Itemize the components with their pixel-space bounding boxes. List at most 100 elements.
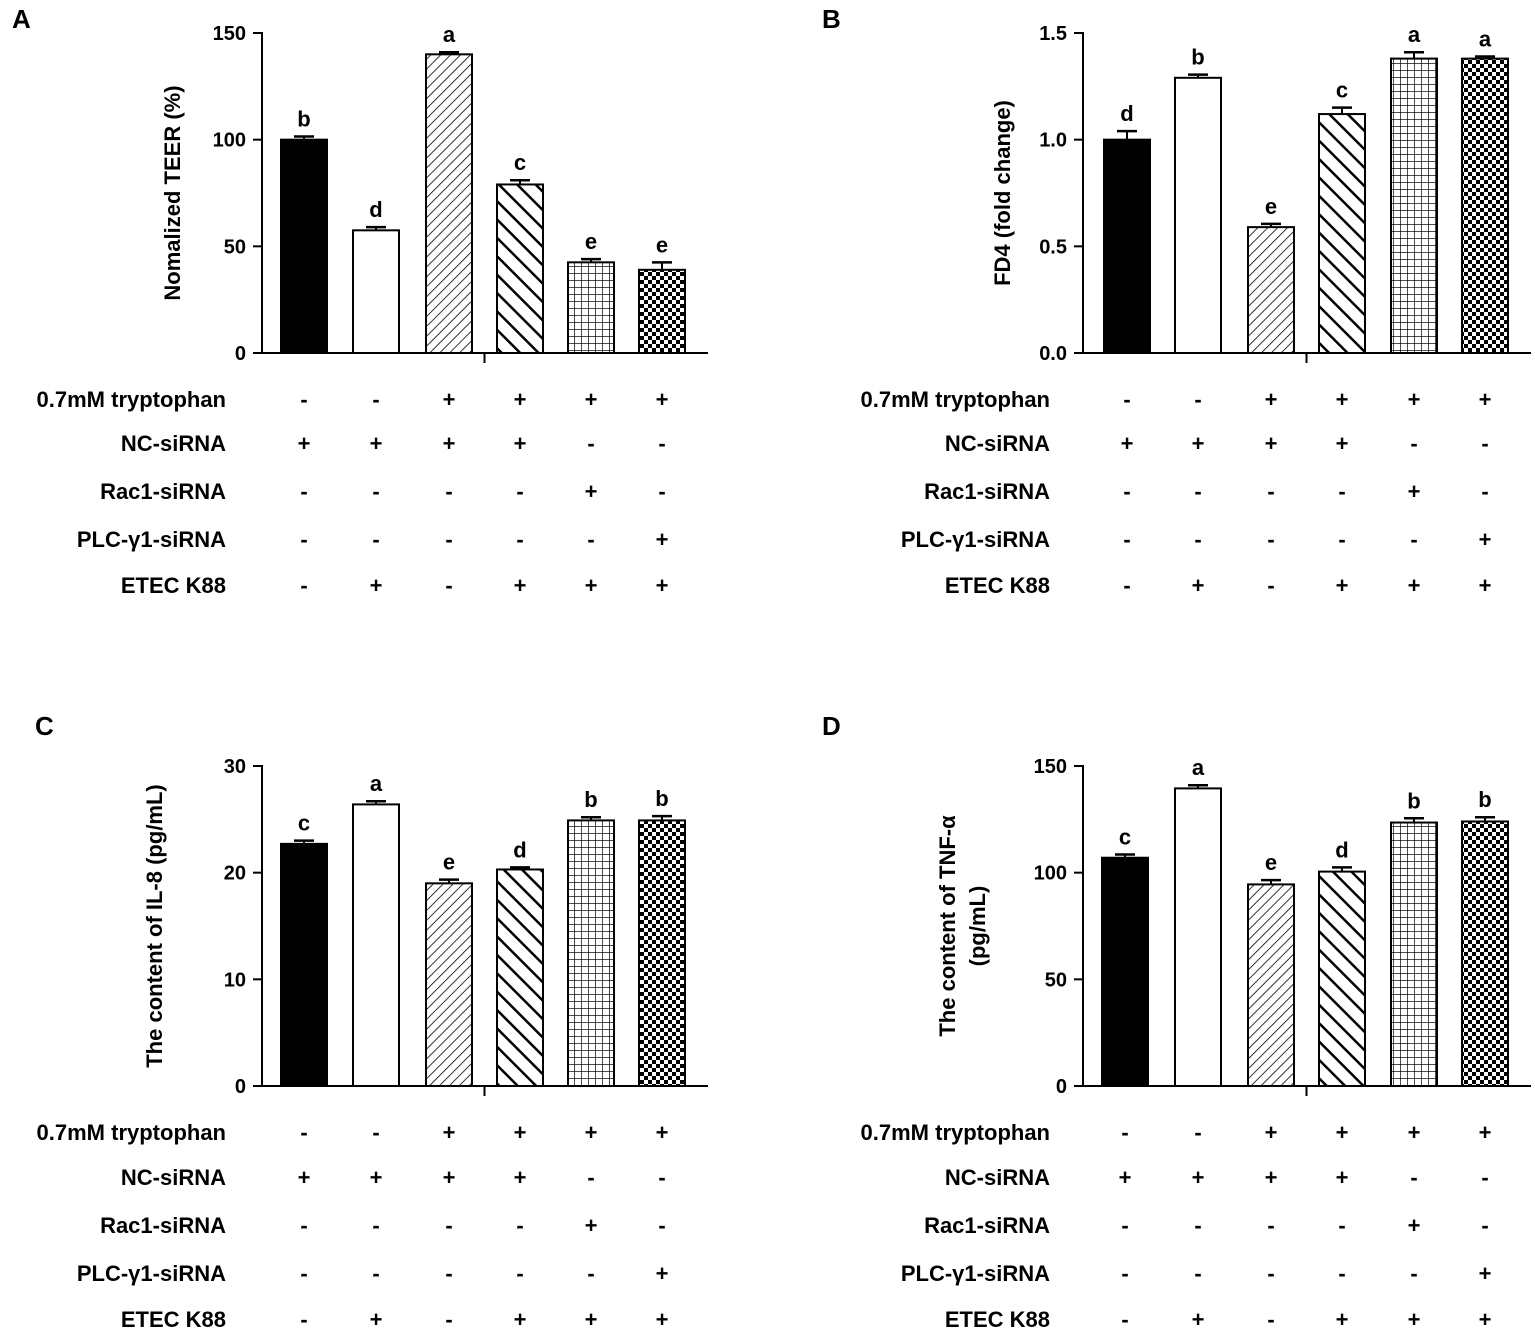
y-axis-title: The content of IL-8 (pg/mL) [142,784,167,1068]
minus-sign: - [1123,479,1130,504]
minus-sign: - [300,1307,307,1328]
significance-letter: e [443,850,455,875]
minus-sign: - [1123,527,1130,552]
y-axis-title-line: FD4 (fold change) [990,100,1015,286]
y-tick-label: 0 [1056,1076,1067,1098]
significance-letter: d [513,837,526,862]
plus-sign: + [514,1120,527,1145]
minus-sign: - [1123,387,1130,412]
minus-sign: - [372,387,379,412]
minus-sign: - [1410,527,1417,552]
plus-sign: + [1408,1120,1421,1145]
minus-sign: - [445,573,452,598]
minus-sign: - [658,1165,665,1190]
minus-sign: - [1194,479,1201,504]
significance-letter: b [655,786,668,811]
minus-sign: - [300,1261,307,1286]
plus-sign: + [585,1120,598,1145]
y-tick-label: 10 [224,969,246,991]
plus-sign: + [1479,1120,1492,1145]
plus-sign: + [1336,431,1349,456]
condition-label: NC-siRNA [945,431,1050,456]
bar [1461,820,1509,1087]
condition-label: 0.7mM tryptophan [861,387,1050,412]
y-tick-label: 150 [213,23,246,45]
y-tick-label: 0 [235,1076,246,1098]
minus-sign: - [445,479,452,504]
minus-sign: - [300,1213,307,1238]
minus-sign: - [516,527,523,552]
significance-letter: d [369,197,382,222]
plus-sign: + [1408,479,1421,504]
panel-letter: D [822,711,841,741]
minus-sign: - [300,479,307,504]
plus-sign: + [1408,1213,1421,1238]
minus-sign: - [372,1213,379,1238]
significance-letter: a [1408,22,1421,47]
condition-label: NC-siRNA [121,1165,226,1190]
minus-sign: - [1194,387,1201,412]
plus-sign: + [443,1120,456,1145]
condition-label: ETEC K88 [945,573,1050,598]
plus-sign: + [1479,527,1492,552]
minus-sign: - [300,527,307,552]
panel-letter: C [35,711,54,741]
bar [496,183,544,354]
bar [1390,57,1438,354]
plus-sign: + [1479,1307,1492,1328]
plus-sign: + [1192,431,1205,456]
significance-letter: c [1336,78,1348,103]
significance-letter: b [1407,788,1420,813]
minus-sign: - [300,387,307,412]
minus-sign: - [1338,1213,1345,1238]
plus-sign: + [1265,1165,1278,1190]
significance-letter: b [297,106,310,131]
plus-sign: + [1479,573,1492,598]
minus-sign: - [1194,1213,1201,1238]
plus-sign: + [1336,1165,1349,1190]
plus-sign: + [656,573,669,598]
plus-sign: + [1192,573,1205,598]
y-axis-title: Nomalized TEER (%) [160,85,185,300]
minus-sign: - [1194,527,1201,552]
bar [280,842,328,1087]
bar [1103,138,1151,354]
plus-sign: + [1479,387,1492,412]
significance-letter: b [1478,787,1491,812]
y-axis-title-line: (pg/mL) [965,886,990,967]
minus-sign: - [587,431,594,456]
y-tick-label: 0.0 [1039,343,1067,365]
condition-label: 0.7mM tryptophan [37,387,226,412]
minus-sign: - [1123,573,1130,598]
significance-letter: c [514,150,526,175]
plus-sign: + [1192,1165,1205,1190]
minus-sign: - [372,1120,379,1145]
significance-letter: e [1265,850,1277,875]
plus-sign: + [298,431,311,456]
minus-sign: - [1267,573,1274,598]
condition-label: Rac1-siRNA [100,479,226,504]
y-tick-label: 0.5 [1039,236,1067,258]
significance-letter: a [443,22,456,47]
plus-sign: + [1479,1261,1492,1286]
y-axis-title: FD4 (fold change) [990,100,1015,286]
y-tick-label: 50 [1045,969,1067,991]
minus-sign: - [1410,431,1417,456]
plus-sign: + [370,573,383,598]
plus-sign: + [656,1120,669,1145]
y-tick-label: 30 [224,756,246,778]
minus-sign: - [658,431,665,456]
minus-sign: - [445,527,452,552]
minus-sign: - [587,1165,594,1190]
significance-letter: e [656,232,668,257]
significance-letter: c [1119,825,1131,850]
minus-sign: - [1267,1213,1274,1238]
minus-sign: - [658,479,665,504]
plus-sign: + [443,431,456,456]
y-tick-label: 1.0 [1039,130,1067,152]
bar [1174,787,1222,1088]
plus-sign: + [1408,387,1421,412]
bar [1174,76,1222,355]
condition-label: Rac1-siRNA [924,479,1050,504]
condition-label: PLC-γ1-siRNA [77,1261,226,1286]
